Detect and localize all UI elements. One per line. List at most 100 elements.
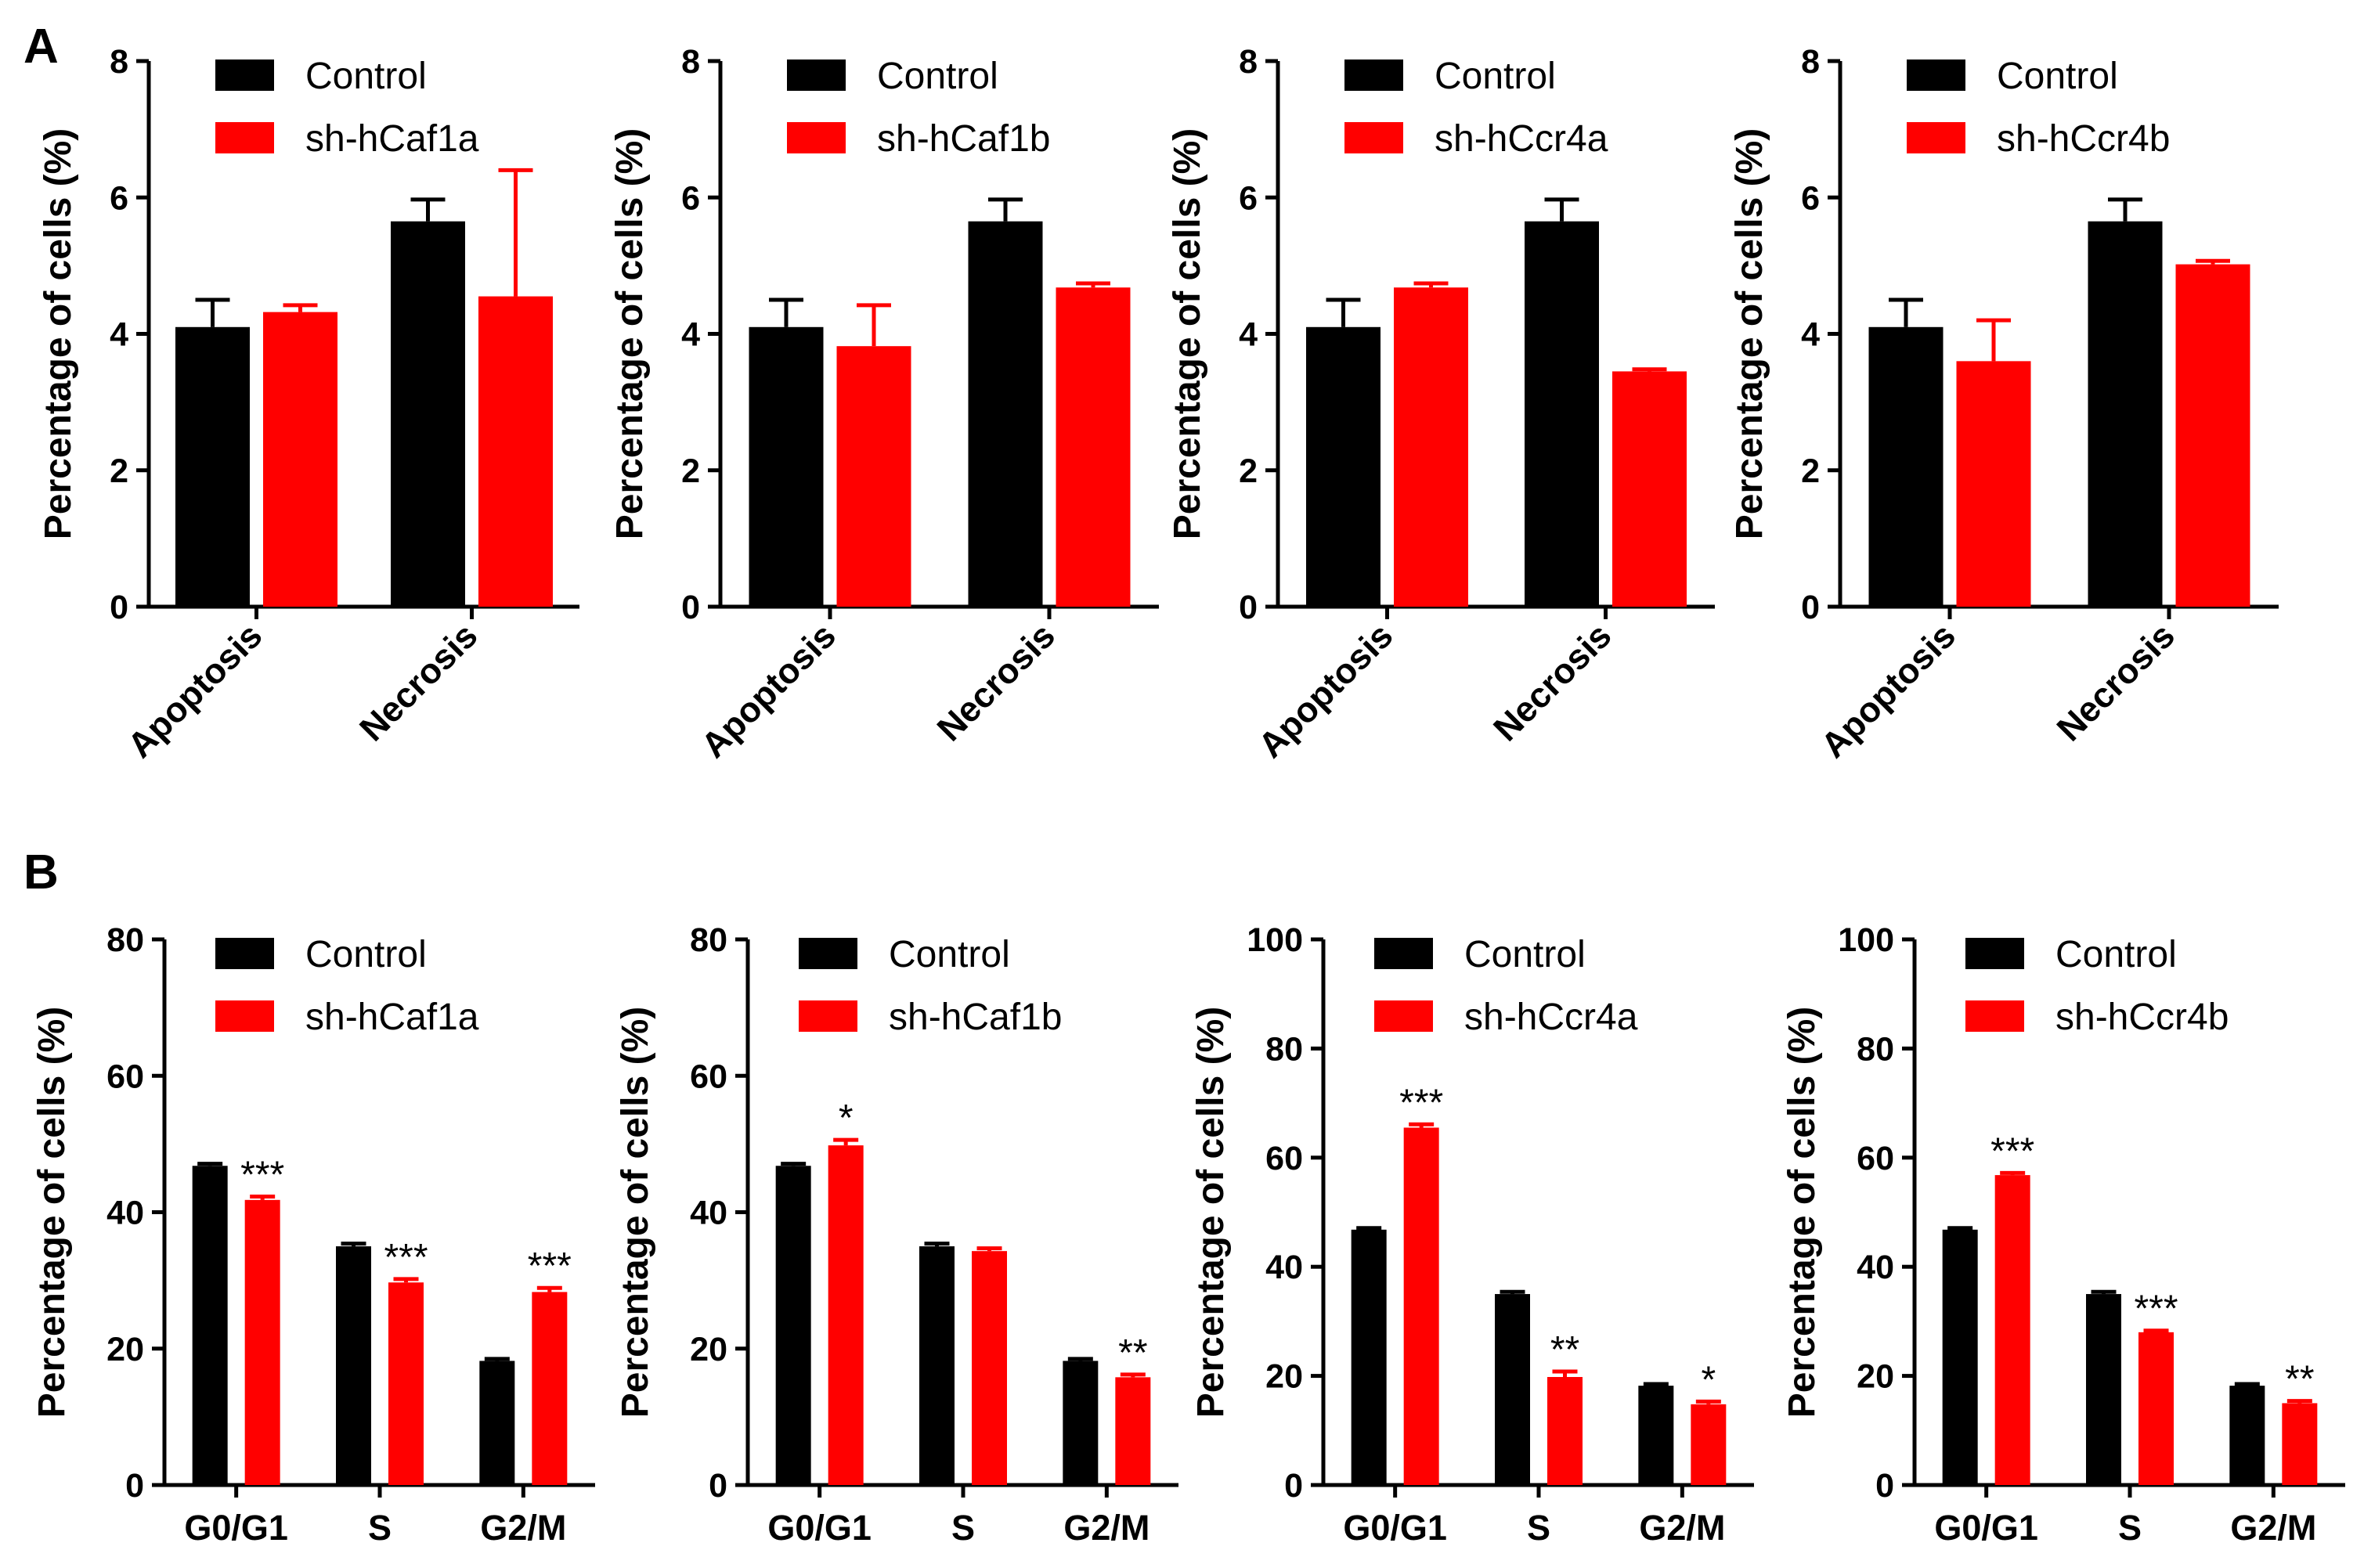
chart-7: 0 20 40 60 80 100 Percentage of cells (%) G0/G1…: [1781, 921, 2345, 1548]
bar-knockdown: [1691, 1404, 1727, 1485]
panel-label-a: A: [23, 20, 59, 74]
bar-control: [1351, 1229, 1387, 1485]
y-tick-label: 0: [1801, 589, 1820, 626]
y-tick-label: 2: [1801, 452, 1820, 490]
x-category-label: G0/G1: [767, 1508, 872, 1548]
x-category-label: S: [2118, 1508, 2142, 1548]
y-tick-label: 6: [681, 179, 700, 217]
y-tick-label: 80: [1265, 1030, 1303, 1068]
bar-control: [1638, 1386, 1674, 1485]
y-axis-title: Percentage of cells (%): [1729, 128, 1770, 540]
legend-label: Control: [1435, 56, 1556, 97]
bar-control: [1063, 1361, 1099, 1485]
bar-control: [1495, 1294, 1530, 1485]
legend-swatch: [215, 938, 274, 969]
x-category-label: G2/M: [480, 1508, 566, 1548]
y-tick-label: 40: [690, 1195, 727, 1232]
x-category-label: Necrosis: [352, 615, 485, 748]
bar-knockdown: [1403, 1127, 1439, 1485]
bar-control: [2086, 1294, 2121, 1485]
x-category-label: S: [951, 1508, 975, 1548]
y-tick-label: 80: [106, 921, 144, 959]
x-category-label: Apoptosis: [1813, 615, 1963, 766]
legend-swatch: [215, 59, 274, 91]
bar-control: [479, 1361, 515, 1485]
chart-4: 0 20 40 60 80 Percentage of cells (%) G0/G1 ***…: [31, 921, 595, 1548]
significance-marker: **: [1118, 1332, 1147, 1374]
bar-knockdown: [478, 296, 553, 607]
y-tick-label: 60: [1265, 1140, 1303, 1177]
y-tick-label: 2: [1239, 452, 1258, 490]
legend-swatch: [799, 938, 857, 969]
y-axis-title: Percentage of cells (%): [38, 128, 79, 540]
legend-label: sh-hCaf1b: [877, 118, 1050, 160]
bar-control: [775, 1166, 811, 1485]
significance-marker: ***: [1990, 1130, 2034, 1172]
bar-knockdown: [1394, 287, 1468, 607]
legend-swatch: [1344, 122, 1403, 153]
x-category-label: Necrosis: [929, 615, 1063, 748]
y-tick-label: 60: [690, 1058, 727, 1095]
legend-swatch: [1907, 59, 1965, 91]
bar-control: [1942, 1229, 1978, 1485]
y-tick-label: 20: [1265, 1358, 1303, 1396]
y-tick-label: 20: [106, 1331, 144, 1368]
legend-swatch: [215, 1000, 274, 1032]
bar-control: [336, 1246, 371, 1485]
bar-control: [749, 326, 824, 607]
bar-knockdown: [388, 1282, 424, 1485]
y-tick-label: 6: [110, 179, 128, 217]
legend-swatch: [1965, 1000, 2024, 1032]
y-tick-label: 60: [1857, 1140, 1894, 1177]
legend-swatch: [787, 122, 846, 153]
legend-swatch: [1965, 938, 2024, 969]
legend-swatch: [787, 59, 846, 91]
y-axis-title: Percentage of cells (%): [615, 1007, 656, 1418]
charts-container: 0 2 4 6 8 Percentage of cells (%) Apoptosis Nec…: [31, 43, 2345, 1548]
x-category-label: Apoptosis: [120, 615, 270, 766]
significance-marker: ***: [2134, 1289, 2178, 1330]
bar-knockdown: [1612, 371, 1687, 607]
y-tick-label: 4: [110, 316, 128, 354]
y-tick-label: 80: [1857, 1030, 1894, 1068]
legend-label: Control: [305, 934, 427, 975]
y-tick-label: 8: [681, 43, 700, 81]
significance-marker: ***: [528, 1245, 572, 1287]
legend-swatch: [1374, 938, 1433, 969]
legend-label: Control: [1997, 56, 2118, 97]
bar-knockdown: [1056, 287, 1131, 607]
bar-knockdown: [836, 346, 911, 607]
bar-control: [2088, 221, 2163, 607]
bar-control: [1525, 221, 1599, 607]
y-tick-label: 100: [1247, 921, 1303, 959]
bar-knockdown: [244, 1199, 280, 1485]
y-tick-label: 40: [106, 1195, 144, 1232]
bar-knockdown: [1956, 361, 2031, 607]
y-tick-label: 0: [1239, 589, 1258, 626]
bar-knockdown: [2282, 1403, 2318, 1485]
bar-control: [919, 1246, 955, 1485]
bar-control: [192, 1166, 228, 1485]
legend-swatch: [1907, 122, 1965, 153]
bar-knockdown: [828, 1145, 864, 1485]
y-tick-label: 0: [709, 1467, 727, 1505]
bar-knockdown: [1994, 1175, 2030, 1485]
bar-control: [391, 221, 465, 607]
y-axis-title: Percentage of cells (%): [31, 1007, 73, 1418]
chart-0: 0 2 4 6 8 Percentage of cells (%) Apoptosis Nec…: [38, 43, 579, 766]
y-tick-label: 100: [1838, 921, 1894, 959]
y-tick-label: 4: [1801, 316, 1820, 354]
legend-swatch: [1374, 1000, 1433, 1032]
y-tick-label: 6: [1239, 179, 1258, 217]
y-tick-label: 0: [1284, 1467, 1303, 1505]
chart-1: 0 2 4 6 8 Percentage of cells (%) Apoptosis Nec…: [609, 43, 1159, 766]
x-category-label: Apoptosis: [693, 615, 843, 766]
chart-2: 0 2 4 6 8 Percentage of cells (%) Apoptosis Nec…: [1167, 43, 1715, 766]
panel-label-b: B: [23, 845, 59, 899]
y-tick-label: 0: [681, 589, 700, 626]
significance-marker: *: [1701, 1359, 1716, 1400]
y-tick-label: 60: [106, 1058, 144, 1095]
y-tick-label: 0: [125, 1467, 144, 1505]
bar-knockdown: [532, 1292, 568, 1485]
